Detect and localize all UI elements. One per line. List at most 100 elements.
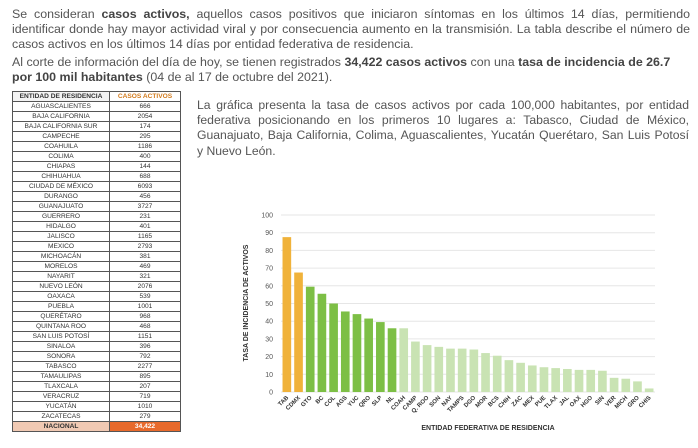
table-row: AGUASCALIENTES 666 bbox=[12, 101, 181, 112]
state-name: QUERÉTARO bbox=[12, 311, 110, 322]
state-name: BAJA CALIFORNIA bbox=[12, 111, 110, 122]
table-row: GUANAJUATO 3727 bbox=[12, 201, 181, 212]
state-active-cases: 719 bbox=[109, 391, 181, 402]
table-row: MICHOACÁN 381 bbox=[12, 251, 181, 262]
bar bbox=[317, 293, 327, 392]
active-cases-term: casos activos, bbox=[101, 7, 190, 21]
table-row: COAHUILA 1186 bbox=[12, 141, 181, 152]
state-name: SONORA bbox=[12, 351, 110, 362]
active-cases-table: ENTIDAD DE RESIDENCIA CASOS ACTIVOS AGUA… bbox=[12, 91, 181, 432]
y-tick-label: 50 bbox=[265, 301, 273, 308]
state-name: VERACRUZ bbox=[12, 391, 110, 402]
state-active-cases: 666 bbox=[109, 101, 181, 112]
table-row: GUERRERO 231 bbox=[12, 211, 181, 222]
state-name: HIDALGO bbox=[12, 221, 110, 232]
x-tick-label: TLAX bbox=[544, 395, 559, 410]
table-row: SONORA 792 bbox=[12, 351, 181, 362]
y-tick-label: 40 bbox=[265, 319, 273, 326]
x-tick-label: MOR bbox=[475, 395, 490, 410]
table-row: QUERÉTARO 968 bbox=[12, 311, 181, 322]
x-tick-label: AGS bbox=[335, 395, 348, 408]
table-row: TABASCO 2277 bbox=[12, 361, 181, 372]
state-active-cases: 6093 bbox=[109, 181, 181, 192]
state-active-cases: 456 bbox=[109, 191, 181, 202]
bar bbox=[539, 367, 549, 392]
bar bbox=[294, 272, 303, 392]
bar bbox=[457, 348, 467, 392]
state-active-cases: 1186 bbox=[109, 141, 181, 152]
state-active-cases: 1010 bbox=[109, 401, 181, 412]
intro-text-a: Se consideran bbox=[12, 7, 102, 21]
bar bbox=[504, 360, 514, 392]
total-value: 34,422 bbox=[109, 421, 181, 432]
table-row: JALISCO 1165 bbox=[12, 231, 181, 242]
state-name: TAMAULIPAS bbox=[12, 371, 110, 382]
state-name: MICHOACÁN bbox=[12, 251, 110, 262]
table-row: COLIMA 400 bbox=[12, 151, 181, 162]
bar bbox=[621, 378, 631, 392]
bar bbox=[469, 349, 479, 392]
table-row: NAYARIT 321 bbox=[12, 271, 181, 282]
bar bbox=[527, 365, 537, 392]
table-row: SAN LUIS POTOSÍ 1151 bbox=[12, 331, 181, 342]
x-tick-label: CHIS bbox=[638, 395, 652, 409]
x-tick-label: SLP bbox=[371, 395, 383, 407]
summary-text-c: con una bbox=[467, 55, 519, 69]
state-active-cases: 1001 bbox=[109, 301, 181, 312]
state-active-cases: 792 bbox=[109, 351, 181, 362]
state-name: QUINTANA ROO bbox=[12, 321, 110, 332]
summary-text-e: (04 de al 17 de octubre del 2021). bbox=[142, 70, 333, 85]
y-tick-label: 0 bbox=[269, 390, 273, 397]
state-name: CIUDAD DE MÉXICO bbox=[12, 181, 110, 192]
bar bbox=[364, 318, 373, 392]
state-active-cases: 968 bbox=[109, 311, 181, 322]
table-row: DURANGO 456 bbox=[12, 191, 181, 202]
x-axis-title: ENTIDAD FEDERATIVA DE RESIDENCIA bbox=[421, 425, 554, 432]
state-active-cases: 2793 bbox=[109, 241, 181, 252]
total-row: NACIONAL 34,422 bbox=[12, 421, 181, 432]
chart-description: La gráfica presenta la tasa de casos act… bbox=[197, 98, 689, 158]
state-active-cases: 2076 bbox=[109, 281, 181, 292]
table-row: YUCATÁN 1010 bbox=[12, 401, 181, 412]
summary-text-a: Al corte de información del día de hoy, … bbox=[12, 55, 345, 69]
bar bbox=[586, 369, 596, 392]
state-name: GUERRERO bbox=[12, 211, 110, 222]
table-row: CIUDAD DE MÉXICO 6093 bbox=[12, 181, 181, 192]
state-name: YUCATÁN bbox=[12, 401, 110, 412]
table-row: ZACATECAS 279 bbox=[12, 411, 181, 422]
state-name: COLIMA bbox=[12, 151, 110, 162]
bar bbox=[399, 328, 409, 392]
summary-paragraph: Al corte de información del día de hoy, … bbox=[12, 55, 690, 85]
state-name: TLAXCALA bbox=[12, 381, 110, 392]
state-name: CHIHUAHUA bbox=[12, 171, 110, 182]
x-tick-label: ZAC bbox=[511, 395, 524, 408]
bar bbox=[376, 322, 385, 392]
table-row: HIDALGO 401 bbox=[12, 221, 181, 232]
state-name: PUEBLA bbox=[12, 301, 110, 312]
state-active-cases: 174 bbox=[109, 121, 181, 132]
bar bbox=[492, 355, 502, 392]
table-row: MEXICO 2793 bbox=[12, 241, 181, 252]
table-row: SINALOA 396 bbox=[12, 341, 181, 352]
x-tick-label: OAX bbox=[569, 395, 582, 408]
table-row: MORELOS 469 bbox=[12, 261, 181, 272]
active-cases-total: 34,422 casos activos bbox=[344, 55, 468, 69]
column-header-cases: CASOS ACTIVOS bbox=[109, 91, 181, 102]
bar bbox=[574, 369, 584, 392]
state-name: ZACATECAS bbox=[12, 411, 110, 422]
state-active-cases: 396 bbox=[109, 341, 181, 352]
state-name: DURANGO bbox=[12, 191, 110, 202]
bar bbox=[434, 346, 444, 392]
table-row: TLAXCALA 207 bbox=[12, 381, 181, 392]
incidence-rate: tasa de incidencia de 26.7 por 100 mil h… bbox=[12, 55, 671, 85]
state-name: CHIAPAS bbox=[12, 161, 110, 172]
bar bbox=[282, 237, 292, 392]
table-row: CHIHUAHUA 688 bbox=[12, 171, 181, 182]
table-row: BAJA CALIFORNIA SUR 174 bbox=[12, 121, 181, 132]
state-active-cases: 231 bbox=[109, 211, 181, 222]
state-active-cases: 401 bbox=[109, 221, 181, 232]
y-tick-label: 30 bbox=[265, 336, 273, 343]
bar bbox=[329, 303, 338, 392]
state-name: COAHUILA bbox=[12, 141, 110, 152]
bar bbox=[516, 362, 525, 392]
